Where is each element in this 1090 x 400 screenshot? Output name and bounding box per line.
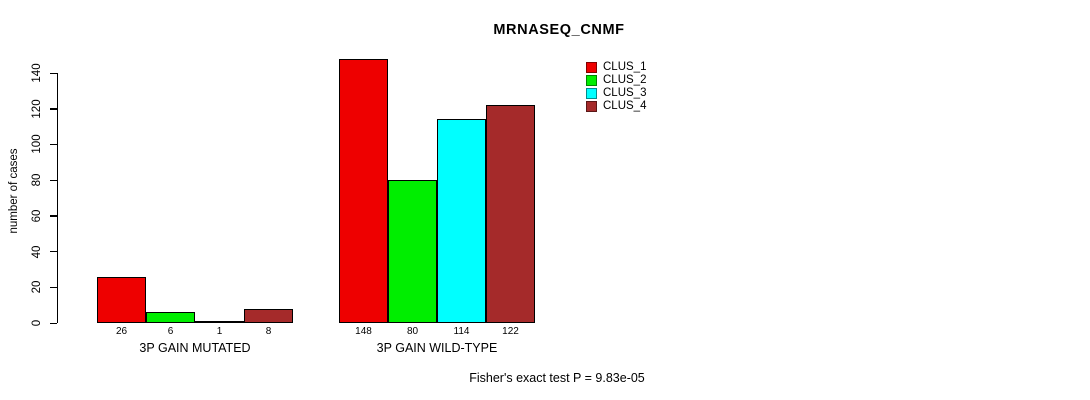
bar-clus_2-2 bbox=[388, 180, 437, 323]
bar-clus_4-2 bbox=[486, 105, 535, 323]
y-tick-label: 20 bbox=[31, 280, 43, 294]
y-axis-line bbox=[57, 73, 59, 323]
legend-row: CLUS_3 bbox=[586, 87, 646, 100]
bar-value-label: 148 bbox=[355, 326, 372, 337]
y-axis-tick bbox=[50, 72, 57, 74]
y-axis-tick bbox=[50, 215, 57, 217]
bar-value-label: 6 bbox=[167, 326, 174, 337]
y-axis-tick bbox=[50, 179, 57, 181]
category-label: 3P GAIN MUTATED bbox=[139, 341, 251, 355]
bar-value-label: 80 bbox=[406, 326, 419, 337]
legend-swatch-clus_2 bbox=[586, 75, 597, 86]
y-axis-tick bbox=[50, 143, 57, 146]
bar-clus_3-1 bbox=[195, 321, 244, 323]
bar-clus_2-1 bbox=[146, 312, 195, 323]
chart-title: MRNASEQ_CNMF bbox=[493, 22, 625, 38]
y-tick-label: 60 bbox=[31, 209, 43, 223]
legend-label: CLUS_3 bbox=[603, 87, 647, 99]
bar-value-label: 1 bbox=[216, 326, 223, 337]
y-tick-label: 100 bbox=[31, 134, 43, 155]
stat-annotation: Fisher's exact test P = 9.83e-05 bbox=[469, 371, 645, 385]
y-tick-label: 40 bbox=[31, 245, 43, 258]
y-axis-tick bbox=[50, 286, 57, 289]
y-tick-label: 0 bbox=[31, 319, 43, 327]
bar-value-label: 122 bbox=[502, 326, 519, 337]
legend-swatch-clus_1 bbox=[586, 62, 597, 73]
bar-clus_3-2 bbox=[437, 119, 486, 323]
y-axis-tick bbox=[50, 251, 57, 253]
y-tick-label: 140 bbox=[31, 63, 43, 83]
bar-value-label: 26 bbox=[115, 326, 128, 337]
legend-swatch-clus_4 bbox=[586, 101, 597, 112]
legend-row: CLUS_2 bbox=[586, 74, 646, 87]
bar-value-label: 8 bbox=[265, 326, 272, 337]
legend-label: CLUS_2 bbox=[603, 74, 647, 86]
legend-label: CLUS_1 bbox=[603, 61, 647, 73]
y-axis-tick bbox=[50, 322, 57, 324]
category-label: 3P GAIN WILD-TYPE bbox=[376, 341, 498, 355]
legend-row: CLUS_4 bbox=[586, 100, 646, 113]
y-tick-label: 80 bbox=[31, 173, 43, 187]
bar-clus_1-1 bbox=[97, 276, 146, 323]
legend-label: CLUS_4 bbox=[603, 100, 647, 112]
legend-row: CLUS_1 bbox=[586, 61, 646, 74]
legend-swatch-clus_3 bbox=[586, 88, 597, 99]
y-axis-tick bbox=[50, 108, 57, 110]
y-tick-label: 120 bbox=[31, 99, 43, 119]
legend: CLUS_1 CLUS_2 CLUS_3 CLUS_4 bbox=[586, 61, 646, 113]
y-axis-label: number of cases bbox=[8, 148, 20, 234]
bar-value-label: 114 bbox=[453, 326, 470, 337]
bar-clus_4-1 bbox=[244, 308, 293, 323]
bar-clus_1-2 bbox=[339, 58, 388, 323]
